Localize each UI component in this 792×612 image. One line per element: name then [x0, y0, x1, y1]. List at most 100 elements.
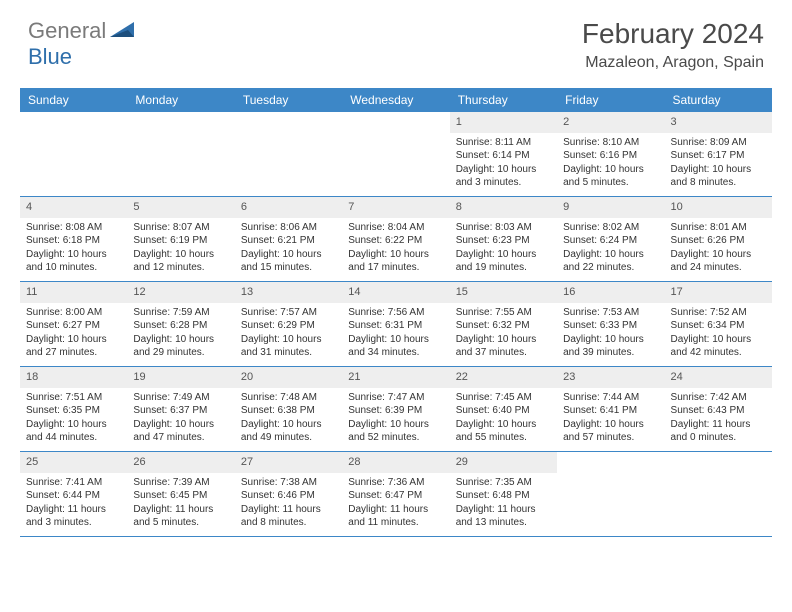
sunset-text: Sunset: 6:32 PM — [456, 319, 551, 333]
day-content: Sunrise: 7:56 AMSunset: 6:31 PMDaylight:… — [342, 303, 449, 366]
sunset-text: Sunset: 6:44 PM — [26, 489, 121, 503]
day-cell: 13Sunrise: 7:57 AMSunset: 6:29 PMDayligh… — [235, 282, 342, 366]
daylight-text: Daylight: 10 hours and 31 minutes. — [241, 333, 336, 360]
day-content: Sunrise: 7:41 AMSunset: 6:44 PMDaylight:… — [20, 473, 127, 536]
day-cell: 16Sunrise: 7:53 AMSunset: 6:33 PMDayligh… — [557, 282, 664, 366]
daylight-text: Daylight: 10 hours and 49 minutes. — [241, 418, 336, 445]
brand-part2-wrap: Blue — [28, 44, 72, 70]
day-content: Sunrise: 7:47 AMSunset: 6:39 PMDaylight:… — [342, 388, 449, 451]
sunset-text: Sunset: 6:33 PM — [563, 319, 658, 333]
day-number: 2 — [557, 112, 664, 133]
day-cell: 18Sunrise: 7:51 AMSunset: 6:35 PMDayligh… — [20, 367, 127, 451]
sunrise-text: Sunrise: 7:39 AM — [133, 476, 228, 490]
week-row: 11Sunrise: 8:00 AMSunset: 6:27 PMDayligh… — [20, 282, 772, 367]
day-cell: 29Sunrise: 7:35 AMSunset: 6:48 PMDayligh… — [450, 452, 557, 536]
day-content: Sunrise: 7:55 AMSunset: 6:32 PMDaylight:… — [450, 303, 557, 366]
day-number: 11 — [20, 282, 127, 303]
sunset-text: Sunset: 6:16 PM — [563, 149, 658, 163]
sunset-text: Sunset: 6:38 PM — [241, 404, 336, 418]
brand-part2: Blue — [28, 44, 72, 69]
day-cell: . — [665, 452, 772, 536]
day-cell: 24Sunrise: 7:42 AMSunset: 6:43 PMDayligh… — [665, 367, 772, 451]
day-cell: 5Sunrise: 8:07 AMSunset: 6:19 PMDaylight… — [127, 197, 234, 281]
daylight-text: Daylight: 10 hours and 55 minutes. — [456, 418, 551, 445]
week-row: ....1Sunrise: 8:11 AMSunset: 6:14 PMDayl… — [20, 112, 772, 197]
day-cell: . — [342, 112, 449, 196]
daylight-text: Daylight: 10 hours and 19 minutes. — [456, 248, 551, 275]
day-number: 15 — [450, 282, 557, 303]
day-number: 16 — [557, 282, 664, 303]
sunset-text: Sunset: 6:35 PM — [26, 404, 121, 418]
day-number: 18 — [20, 367, 127, 388]
sunrise-text: Sunrise: 7:55 AM — [456, 306, 551, 320]
sunrise-text: Sunrise: 8:02 AM — [563, 221, 658, 235]
day-number: 4 — [20, 197, 127, 218]
sunrise-text: Sunrise: 8:00 AM — [26, 306, 121, 320]
day-content: Sunrise: 7:52 AMSunset: 6:34 PMDaylight:… — [665, 303, 772, 366]
daylight-text: Daylight: 10 hours and 15 minutes. — [241, 248, 336, 275]
sunrise-text: Sunrise: 8:09 AM — [671, 136, 766, 150]
sunrise-text: Sunrise: 7:51 AM — [26, 391, 121, 405]
day-cell: 12Sunrise: 7:59 AMSunset: 6:28 PMDayligh… — [127, 282, 234, 366]
day-content: Sunrise: 8:10 AMSunset: 6:16 PMDaylight:… — [557, 133, 664, 196]
weekday-header-row: Sunday Monday Tuesday Wednesday Thursday… — [20, 88, 772, 112]
title-block: February 2024 Mazaleon, Aragon, Spain — [582, 18, 764, 72]
day-cell: 7Sunrise: 8:04 AMSunset: 6:22 PMDaylight… — [342, 197, 449, 281]
day-cell: 9Sunrise: 8:02 AMSunset: 6:24 PMDaylight… — [557, 197, 664, 281]
sunset-text: Sunset: 6:24 PM — [563, 234, 658, 248]
day-cell: . — [557, 452, 664, 536]
sunset-text: Sunset: 6:47 PM — [348, 489, 443, 503]
location-label: Mazaleon, Aragon, Spain — [582, 54, 764, 72]
header: General February 2024 Mazaleon, Aragon, … — [0, 0, 792, 80]
sunrise-text: Sunrise: 8:03 AM — [456, 221, 551, 235]
daylight-text: Daylight: 10 hours and 44 minutes. — [26, 418, 121, 445]
sunrise-text: Sunrise: 7:47 AM — [348, 391, 443, 405]
brand-triangle-icon — [110, 20, 136, 43]
sunset-text: Sunset: 6:19 PM — [133, 234, 228, 248]
day-cell: . — [127, 112, 234, 196]
daylight-text: Daylight: 11 hours and 3 minutes. — [26, 503, 121, 530]
brand-part1: General — [28, 18, 106, 44]
daylight-text: Daylight: 11 hours and 8 minutes. — [241, 503, 336, 530]
weekday-header: Wednesday — [342, 88, 449, 112]
weekday-header: Sunday — [20, 88, 127, 112]
sunset-text: Sunset: 6:29 PM — [241, 319, 336, 333]
daylight-text: Daylight: 10 hours and 24 minutes. — [671, 248, 766, 275]
day-content: Sunrise: 7:51 AMSunset: 6:35 PMDaylight:… — [20, 388, 127, 451]
day-number: 3 — [665, 112, 772, 133]
day-content: Sunrise: 8:06 AMSunset: 6:21 PMDaylight:… — [235, 218, 342, 281]
daylight-text: Daylight: 10 hours and 3 minutes. — [456, 163, 551, 190]
day-cell: 14Sunrise: 7:56 AMSunset: 6:31 PMDayligh… — [342, 282, 449, 366]
daylight-text: Daylight: 10 hours and 37 minutes. — [456, 333, 551, 360]
week-row: 4Sunrise: 8:08 AMSunset: 6:18 PMDaylight… — [20, 197, 772, 282]
sunrise-text: Sunrise: 7:52 AM — [671, 306, 766, 320]
calendar: Sunday Monday Tuesday Wednesday Thursday… — [20, 88, 772, 537]
sunrise-text: Sunrise: 7:42 AM — [671, 391, 766, 405]
daylight-text: Daylight: 10 hours and 5 minutes. — [563, 163, 658, 190]
day-number: 27 — [235, 452, 342, 473]
daylight-text: Daylight: 10 hours and 52 minutes. — [348, 418, 443, 445]
day-content: Sunrise: 8:04 AMSunset: 6:22 PMDaylight:… — [342, 218, 449, 281]
sunset-text: Sunset: 6:18 PM — [26, 234, 121, 248]
day-number: 9 — [557, 197, 664, 218]
daylight-text: Daylight: 10 hours and 8 minutes. — [671, 163, 766, 190]
sunset-text: Sunset: 6:22 PM — [348, 234, 443, 248]
daylight-text: Daylight: 10 hours and 34 minutes. — [348, 333, 443, 360]
daylight-text: Daylight: 10 hours and 39 minutes. — [563, 333, 658, 360]
day-number: 5 — [127, 197, 234, 218]
day-content: Sunrise: 7:36 AMSunset: 6:47 PMDaylight:… — [342, 473, 449, 536]
sunset-text: Sunset: 6:28 PM — [133, 319, 228, 333]
daylight-text: Daylight: 10 hours and 12 minutes. — [133, 248, 228, 275]
day-number: 22 — [450, 367, 557, 388]
sunrise-text: Sunrise: 7:36 AM — [348, 476, 443, 490]
day-content: Sunrise: 7:35 AMSunset: 6:48 PMDaylight:… — [450, 473, 557, 536]
sunrise-text: Sunrise: 7:38 AM — [241, 476, 336, 490]
weekday-header: Thursday — [450, 88, 557, 112]
day-content: Sunrise: 7:53 AMSunset: 6:33 PMDaylight:… — [557, 303, 664, 366]
sunrise-text: Sunrise: 7:59 AM — [133, 306, 228, 320]
day-cell: 27Sunrise: 7:38 AMSunset: 6:46 PMDayligh… — [235, 452, 342, 536]
sunrise-text: Sunrise: 7:57 AM — [241, 306, 336, 320]
day-content: Sunrise: 7:49 AMSunset: 6:37 PMDaylight:… — [127, 388, 234, 451]
day-cell: 3Sunrise: 8:09 AMSunset: 6:17 PMDaylight… — [665, 112, 772, 196]
day-cell: 15Sunrise: 7:55 AMSunset: 6:32 PMDayligh… — [450, 282, 557, 366]
